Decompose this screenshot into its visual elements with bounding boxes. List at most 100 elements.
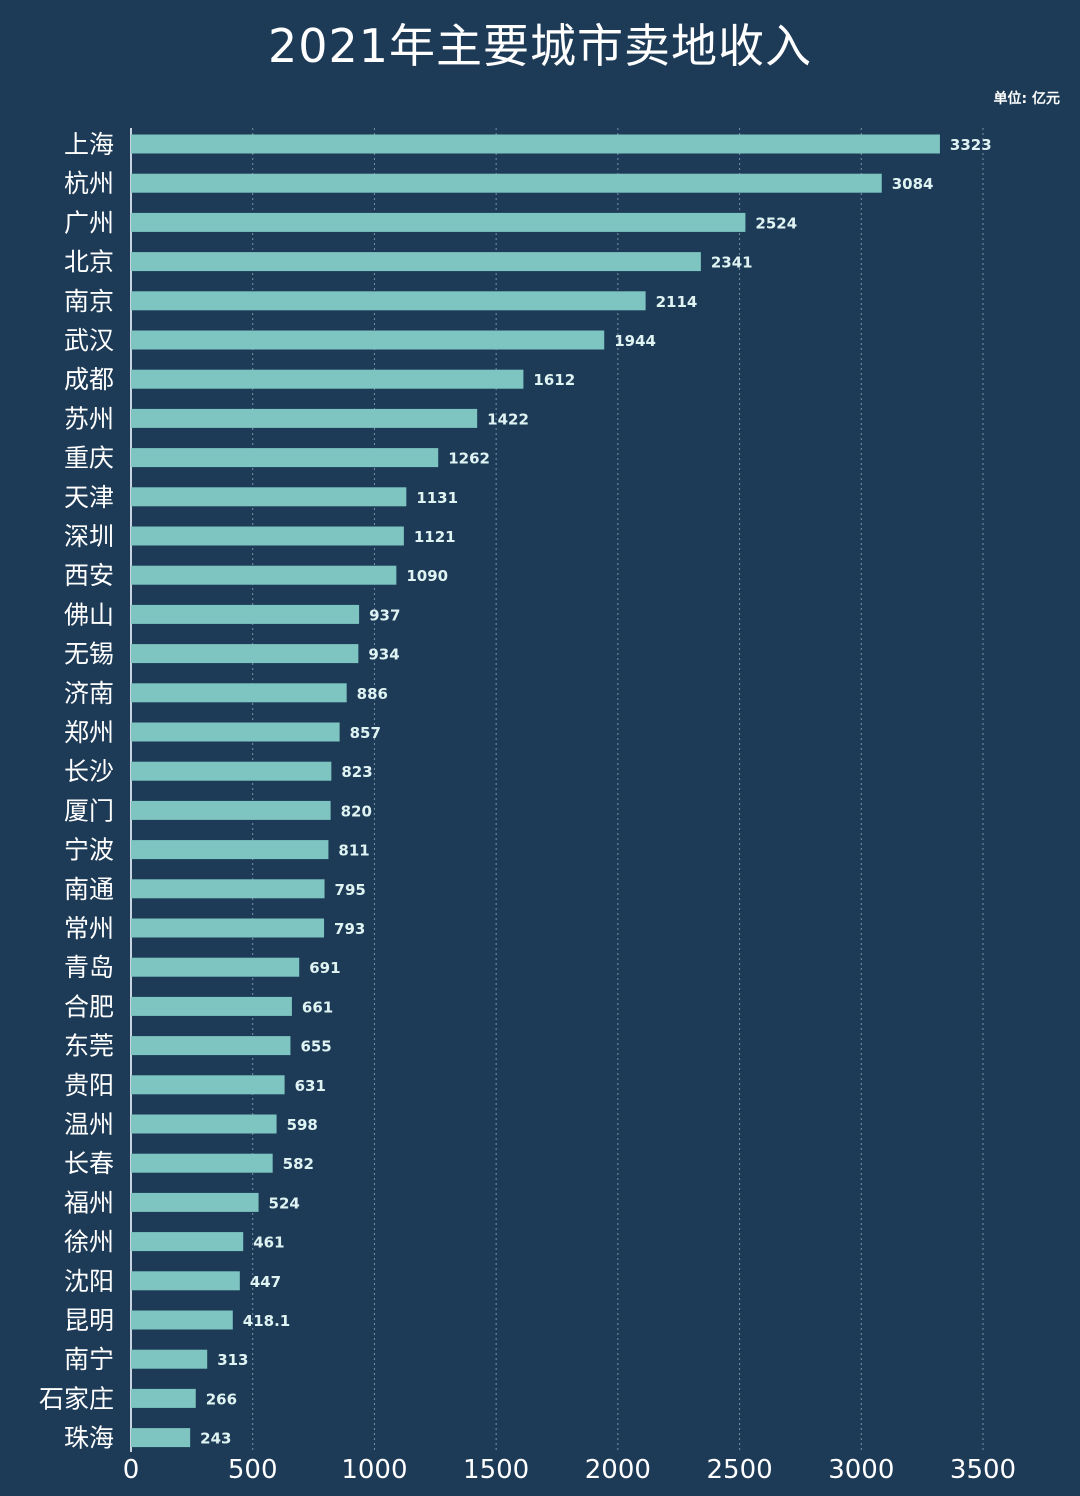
data-label: 313 <box>217 1351 248 1369</box>
bar <box>131 408 478 428</box>
category-label: 宁波 <box>64 836 114 865</box>
data-label: 823 <box>341 763 372 781</box>
data-label: 243 <box>200 1430 231 1448</box>
data-label: 524 <box>269 1194 300 1212</box>
category-label: 天津 <box>64 483 114 512</box>
category-label: 沈阳 <box>64 1267 114 1296</box>
chart-title: 2021年主要城市卖地收入 <box>267 19 813 73</box>
category-label: 贵阳 <box>64 1071 114 1100</box>
bar <box>131 134 940 154</box>
category-label: 重庆 <box>64 444 114 473</box>
category-label: 石家庄 <box>39 1384 114 1413</box>
data-label: 934 <box>368 646 399 664</box>
bar <box>131 918 325 938</box>
data-label: 631 <box>295 1077 326 1095</box>
bar <box>131 1428 191 1448</box>
x-tick-label: 500 <box>228 1455 278 1485</box>
bar <box>131 800 331 820</box>
category-label: 福州 <box>64 1188 114 1217</box>
data-label: 2524 <box>755 214 797 232</box>
unit-label: 单位: 亿元 <box>993 91 1060 107</box>
bar <box>131 722 340 742</box>
bar <box>131 879 325 899</box>
data-label: 1612 <box>533 371 575 389</box>
bar <box>131 1232 244 1252</box>
data-label: 2114 <box>656 293 698 311</box>
data-label: 661 <box>302 998 333 1016</box>
bar <box>131 291 646 311</box>
bar <box>131 683 347 703</box>
category-label: 北京 <box>64 248 114 277</box>
category-label: 武汉 <box>64 326 114 355</box>
bar <box>131 840 329 860</box>
data-label: 886 <box>357 685 388 703</box>
x-tick-label: 1500 <box>463 1455 529 1485</box>
category-label: 济南 <box>64 679 114 708</box>
category-label: 无锡 <box>64 640 114 669</box>
bar <box>131 526 404 546</box>
bar <box>131 957 300 977</box>
category-label: 南宁 <box>64 1345 114 1374</box>
data-label: 793 <box>334 920 365 938</box>
x-tick-label: 3000 <box>828 1455 894 1485</box>
category-label: 合肥 <box>64 992 114 1021</box>
data-label: 1944 <box>614 332 656 350</box>
bar <box>131 173 882 193</box>
category-label: 杭州 <box>64 169 114 198</box>
category-label: 珠海 <box>64 1424 114 1453</box>
bar <box>131 1114 277 1134</box>
bar <box>131 487 407 507</box>
data-label: 3084 <box>892 175 934 193</box>
bar <box>131 604 360 624</box>
category-label: 长沙 <box>64 757 114 786</box>
bar <box>131 1036 291 1056</box>
data-label: 1262 <box>448 450 490 468</box>
category-label: 昆明 <box>64 1306 114 1335</box>
data-label: 418.1 <box>243 1312 290 1330</box>
category-label: 苏州 <box>64 404 114 433</box>
data-label: 2341 <box>711 254 753 272</box>
data-label: 655 <box>300 1038 331 1056</box>
bar <box>131 996 292 1016</box>
bar <box>131 1271 240 1291</box>
category-label: 温州 <box>64 1110 114 1139</box>
bar <box>131 1153 273 1173</box>
bar <box>131 1192 259 1212</box>
bar <box>131 761 332 781</box>
category-label: 青岛 <box>64 953 114 982</box>
category-label: 厦门 <box>64 796 114 825</box>
category-label: 佛山 <box>64 600 114 629</box>
data-label: 811 <box>338 842 369 860</box>
data-label: 1131 <box>416 489 458 507</box>
category-label: 常州 <box>64 914 114 943</box>
category-label: 郑州 <box>64 718 114 747</box>
x-tick-label: 2500 <box>706 1455 772 1485</box>
bar <box>131 330 605 350</box>
category-label: 徐州 <box>64 1228 114 1257</box>
data-label: 795 <box>335 881 366 899</box>
category-label: 成都 <box>64 365 114 394</box>
x-tick-label: 3500 <box>950 1455 1016 1485</box>
bar <box>131 565 397 585</box>
category-label: 东莞 <box>64 1032 114 1061</box>
data-label: 1422 <box>487 410 529 428</box>
category-label: 西安 <box>64 561 114 590</box>
bar <box>131 212 746 232</box>
category-label: 上海 <box>64 130 114 159</box>
x-tick-label: 2000 <box>585 1455 651 1485</box>
data-label: 820 <box>341 802 372 820</box>
bar <box>131 1388 196 1408</box>
bar <box>131 448 439 468</box>
category-label: 长春 <box>64 1149 114 1178</box>
x-tick-label: 0 <box>123 1455 140 1485</box>
data-label: 691 <box>309 959 340 977</box>
data-label: 598 <box>287 1116 318 1134</box>
data-label: 937 <box>369 606 400 624</box>
category-label: 南通 <box>64 875 114 904</box>
data-label: 447 <box>250 1273 281 1291</box>
category-label: 广州 <box>64 208 114 237</box>
data-label: 1090 <box>406 567 448 585</box>
bar <box>131 1349 208 1369</box>
bar <box>131 644 359 664</box>
